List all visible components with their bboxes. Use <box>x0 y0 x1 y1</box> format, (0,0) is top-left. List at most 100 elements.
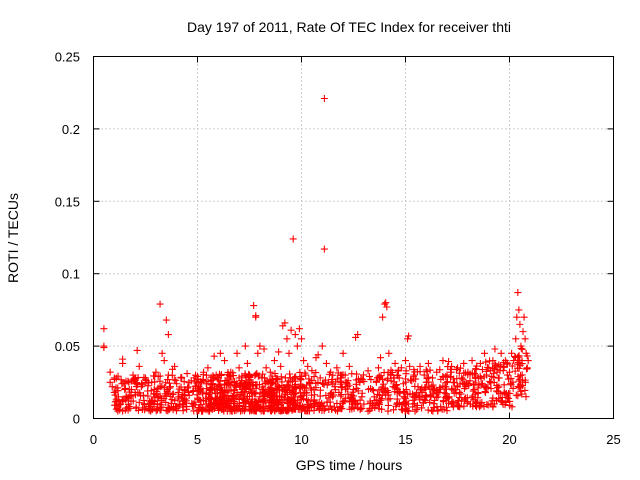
data-point <box>315 398 323 406</box>
data-point <box>235 364 243 372</box>
data-point <box>437 375 445 383</box>
x-tick-labels: 0 5 10 15 20 25 <box>90 432 621 447</box>
data-point <box>522 349 530 357</box>
data-point <box>262 364 270 372</box>
data-point <box>389 383 397 391</box>
data-point <box>136 392 144 400</box>
data-point <box>424 359 432 367</box>
data-point <box>470 386 478 394</box>
data-point <box>320 245 328 253</box>
data-point <box>507 374 515 382</box>
data-point <box>365 372 373 380</box>
data-point <box>422 384 430 392</box>
data-point <box>416 362 424 370</box>
x-tick-label: 10 <box>294 432 308 447</box>
x-axis-title: GPS time / hours <box>296 457 403 473</box>
y-tick-label: 0.25 <box>55 50 80 65</box>
data-point <box>256 389 264 397</box>
data-point <box>312 369 320 377</box>
data-point <box>331 383 339 391</box>
data-point <box>436 384 444 392</box>
data-point <box>157 401 165 409</box>
data-point <box>156 300 164 308</box>
data-point <box>515 377 523 385</box>
data-point <box>216 381 224 389</box>
data-point <box>327 368 335 376</box>
data-point <box>119 379 127 387</box>
data-point <box>106 378 114 386</box>
data-point <box>514 373 522 381</box>
data-point <box>481 349 489 357</box>
data-point <box>194 375 202 383</box>
data-point <box>283 407 291 415</box>
data-point <box>241 397 249 405</box>
data-point <box>100 344 108 352</box>
data-point <box>118 380 126 388</box>
data-point <box>260 345 268 353</box>
data-point <box>310 373 318 381</box>
y-tick-label: 0.05 <box>55 339 80 354</box>
data-point <box>341 379 349 387</box>
data-point <box>379 313 387 321</box>
data-point <box>144 387 152 395</box>
data-point <box>249 382 257 390</box>
data-point <box>478 366 486 374</box>
data-point <box>421 397 429 405</box>
data-point <box>378 375 386 383</box>
data-point <box>372 401 380 409</box>
data-point <box>521 335 529 343</box>
data-point <box>458 374 466 382</box>
data-point <box>215 406 223 414</box>
data-point <box>354 331 362 339</box>
data-point <box>472 365 480 373</box>
data-point <box>518 357 526 365</box>
data-point <box>323 398 331 406</box>
data-point <box>150 390 158 398</box>
data-point <box>170 376 178 384</box>
data-point <box>461 397 469 405</box>
data-point <box>448 400 456 408</box>
data-point <box>191 383 199 391</box>
data-point <box>346 405 354 413</box>
data-point <box>281 319 289 327</box>
data-point <box>393 399 401 407</box>
data-point <box>454 364 461 372</box>
data-point <box>305 375 313 383</box>
data-point <box>349 400 357 408</box>
data-point <box>328 376 336 384</box>
data-point <box>420 371 428 379</box>
data-point <box>142 374 149 382</box>
data-point <box>444 378 452 386</box>
data-point <box>316 374 324 382</box>
data-point <box>172 403 180 411</box>
data-point <box>156 392 164 400</box>
data-point <box>289 235 297 243</box>
grid-lines <box>93 56 614 419</box>
data-point <box>393 388 401 396</box>
data-point <box>302 371 310 379</box>
data-point <box>517 342 525 350</box>
data-point <box>238 376 246 384</box>
data-point <box>180 378 188 386</box>
data-point <box>337 403 345 411</box>
data-point <box>260 395 268 403</box>
data-point <box>296 374 304 382</box>
data-point <box>503 360 511 368</box>
data-point <box>418 404 426 412</box>
data-point <box>401 395 409 403</box>
data-point <box>480 403 488 411</box>
data-point <box>252 381 260 389</box>
data-point <box>523 364 531 372</box>
data-point <box>221 357 229 365</box>
data-point <box>383 387 391 395</box>
data-point <box>297 383 305 391</box>
data-point <box>243 381 251 389</box>
data-point <box>353 384 361 392</box>
data-point <box>285 349 293 357</box>
data-point <box>158 349 166 357</box>
data-point <box>258 374 266 382</box>
data-point <box>429 381 437 389</box>
data-point <box>114 405 122 413</box>
data-point <box>509 378 517 386</box>
data-point <box>304 362 312 370</box>
